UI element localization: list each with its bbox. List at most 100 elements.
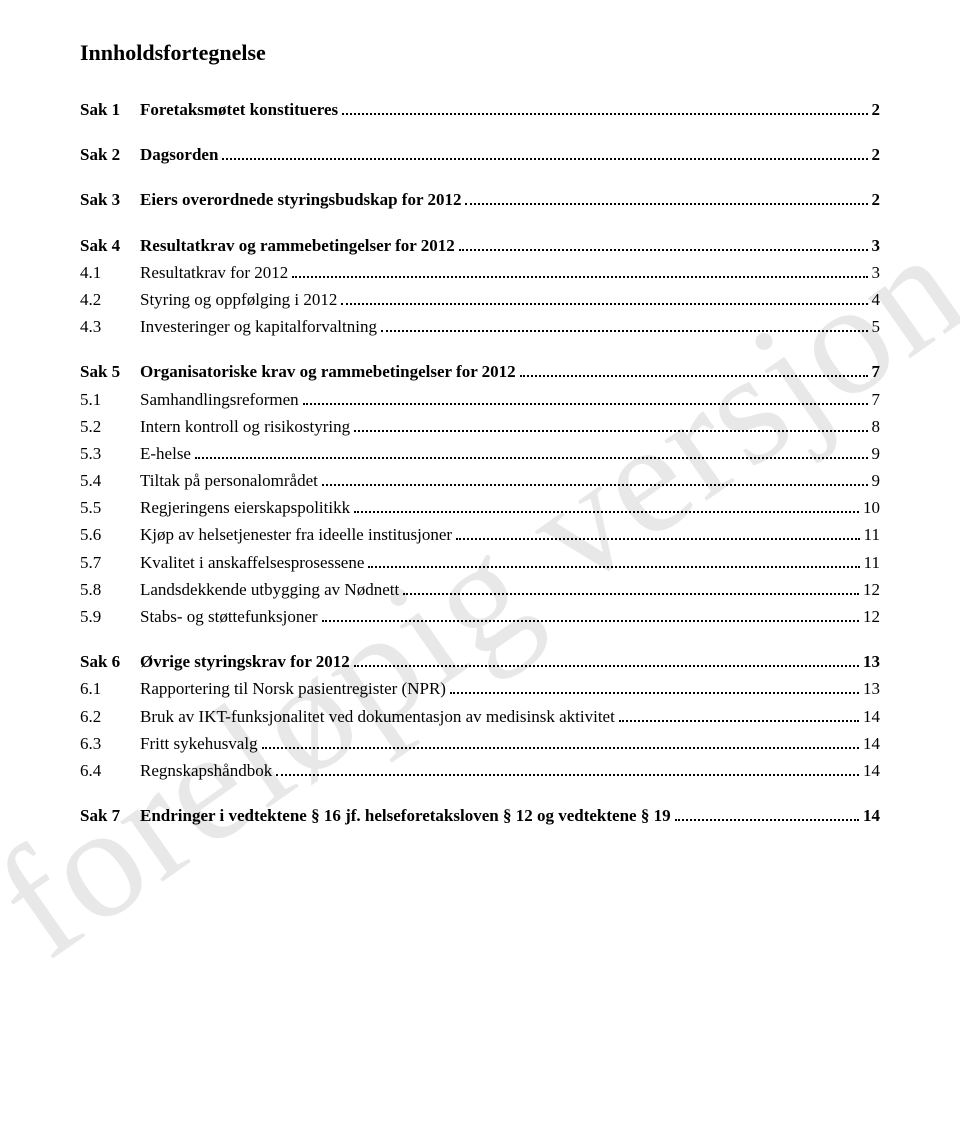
toc-entry-text: Stabs- og støttefunksjoner <box>140 607 318 626</box>
toc-entry-number: Sak 2 <box>80 141 140 168</box>
toc-entry-label: Sak 5Organisatoriske krav og rammebeting… <box>80 358 516 385</box>
toc-section: Sak 3Eiers overordnede styringsbudskap f… <box>80 186 880 213</box>
toc-entry-label: 5.1Samhandlingsreformen <box>80 386 299 413</box>
toc-leader-dots <box>222 158 867 160</box>
page-title: Innholdsfortegnelse <box>80 40 880 66</box>
toc-subsection: 5.1Samhandlingsreformen7 <box>80 386 880 413</box>
toc-entry-number: Sak 7 <box>80 802 140 829</box>
toc-entry-label: 4.2Styring og oppfølging i 2012 <box>80 286 337 313</box>
toc-entry-text: Investeringer og kapitalforvaltning <box>140 317 377 336</box>
toc-leader-dots <box>341 303 867 305</box>
toc-entry-page: 2 <box>872 96 881 123</box>
toc-entry-page: 7 <box>872 358 881 385</box>
toc-subsection: 4.2Styring og oppfølging i 2012 4 <box>80 286 880 313</box>
toc-leader-dots <box>403 593 859 595</box>
toc-subsection: 5.3E-helse 9 <box>80 440 880 467</box>
toc-entry-page: 13 <box>863 675 880 702</box>
toc-entry-label: Sak 2Dagsorden <box>80 141 218 168</box>
toc-entry-text: Øvrige styringskrav for 2012 <box>140 652 350 671</box>
toc-entry-number: Sak 1 <box>80 96 140 123</box>
toc-leader-dots <box>292 276 867 278</box>
toc-leader-dots <box>354 430 867 432</box>
toc-section: Sak 2Dagsorden 2 <box>80 141 880 168</box>
toc-entry-page: 9 <box>872 440 881 467</box>
toc-entry-page: 13 <box>863 648 880 675</box>
toc-entry-label: 4.3Investeringer og kapitalforvaltning <box>80 313 377 340</box>
toc-leader-dots <box>456 538 860 540</box>
toc-entry-number: 5.5 <box>80 494 140 521</box>
toc-entry-text: Resultatkrav for 2012 <box>140 263 288 282</box>
toc-entry-page: 5 <box>872 313 881 340</box>
toc-entry-text: Regnskapshåndbok <box>140 761 272 780</box>
toc-entry-number: 5.1 <box>80 386 140 413</box>
toc-entry-text: E-helse <box>140 444 191 463</box>
toc-entry-text: Bruk av IKT-funksjonalitet ved dokumenta… <box>140 707 615 726</box>
toc-entry-number: 4.2 <box>80 286 140 313</box>
toc-entry-label: 5.3E-helse <box>80 440 191 467</box>
toc-entry-label: 4.1Resultatkrav for 2012 <box>80 259 288 286</box>
toc-entry-number: 5.9 <box>80 603 140 630</box>
toc-entry-page: 3 <box>872 232 881 259</box>
toc-leader-dots <box>303 403 868 405</box>
toc-entry-number: 6.2 <box>80 703 140 730</box>
toc-entry-label: 5.9Stabs- og støttefunksjoner <box>80 603 318 630</box>
table-of-contents: Sak 1Foretaksmøtet konstitueres2Sak 2Dag… <box>80 96 880 829</box>
toc-leader-dots <box>459 249 868 251</box>
toc-entry-page: 14 <box>863 757 880 784</box>
toc-subsection: 5.2Intern kontroll og risikostyring 8 <box>80 413 880 440</box>
toc-entry-label: 5.4Tiltak på personalområdet <box>80 467 318 494</box>
toc-entry-number: 4.3 <box>80 313 140 340</box>
toc-entry-text: Regjeringens eierskapspolitikk <box>140 498 350 517</box>
toc-entry-text: Dagsorden <box>140 145 218 164</box>
toc-entry-text: Landsdekkende utbygging av Nødnett <box>140 580 399 599</box>
toc-entry-number: 5.8 <box>80 576 140 603</box>
toc-entry-text: Resultatkrav og rammebetingelser for 201… <box>140 236 455 255</box>
toc-entry-page: 12 <box>863 603 880 630</box>
toc-entry-number: 5.7 <box>80 549 140 576</box>
toc-entry-number: 5.6 <box>80 521 140 548</box>
toc-subsection: 6.4Regnskapshåndbok 14 <box>80 757 880 784</box>
toc-entry-number: Sak 5 <box>80 358 140 385</box>
toc-leader-dots <box>450 692 859 694</box>
toc-entry-number: 6.1 <box>80 675 140 702</box>
toc-entry-number: Sak 4 <box>80 232 140 259</box>
toc-subsection: 6.3Fritt sykehusvalg 14 <box>80 730 880 757</box>
page-body: Innholdsfortegnelse Sak 1Foretaksmøtet k… <box>0 0 960 869</box>
toc-leader-dots <box>520 375 868 377</box>
toc-entry-page: 14 <box>863 730 880 757</box>
toc-subsection: 6.2Bruk av IKT-funksjonalitet ved dokume… <box>80 703 880 730</box>
toc-entry-text: Fritt sykehusvalg <box>140 734 258 753</box>
toc-entry-number: 6.4 <box>80 757 140 784</box>
toc-subsection: 5.9Stabs- og støttefunksjoner 12 <box>80 603 880 630</box>
toc-entry-page: 3 <box>872 259 881 286</box>
toc-entry-page: 2 <box>872 186 881 213</box>
toc-leader-dots <box>322 620 859 622</box>
toc-entry-label: Sak 3Eiers overordnede styringsbudskap f… <box>80 186 461 213</box>
toc-entry-page: 4 <box>872 286 881 313</box>
toc-leader-dots <box>322 484 868 486</box>
toc-section: Sak 5Organisatoriske krav og rammebeting… <box>80 358 880 385</box>
toc-entry-text: Rapportering til Norsk pasientregister (… <box>140 679 446 698</box>
toc-entry-page: 14 <box>863 802 880 829</box>
toc-entry-text: Organisatoriske krav og rammebetingelser… <box>140 362 516 381</box>
toc-subsection: 5.6Kjøp av helsetjenester fra ideelle in… <box>80 521 880 548</box>
toc-entry-text: Styring og oppfølging i 2012 <box>140 290 337 309</box>
toc-leader-dots <box>354 665 859 667</box>
toc-entry-page: 2 <box>872 141 881 168</box>
toc-entry-text: Endringer i vedtektene § 16 jf. helsefor… <box>140 806 671 825</box>
toc-entry-page: 8 <box>872 413 881 440</box>
toc-entry-page: 9 <box>872 467 881 494</box>
toc-leader-dots <box>619 720 859 722</box>
toc-leader-dots <box>195 457 868 459</box>
toc-entry-label: 6.4Regnskapshåndbok <box>80 757 272 784</box>
toc-entry-label: 5.2Intern kontroll og risikostyring <box>80 413 350 440</box>
toc-entry-text: Intern kontroll og risikostyring <box>140 417 350 436</box>
toc-entry-text: Kjøp av helsetjenester fra ideelle insti… <box>140 525 452 544</box>
toc-entry-number: Sak 6 <box>80 648 140 675</box>
toc-entry-number: 5.2 <box>80 413 140 440</box>
toc-entry-label: 6.2Bruk av IKT-funksjonalitet ved dokume… <box>80 703 615 730</box>
toc-leader-dots <box>465 203 867 205</box>
toc-entry-label: 5.7Kvalitet i anskaffelsesprosessene <box>80 549 364 576</box>
toc-entry-number: 6.3 <box>80 730 140 757</box>
toc-entry-number: 5.4 <box>80 467 140 494</box>
